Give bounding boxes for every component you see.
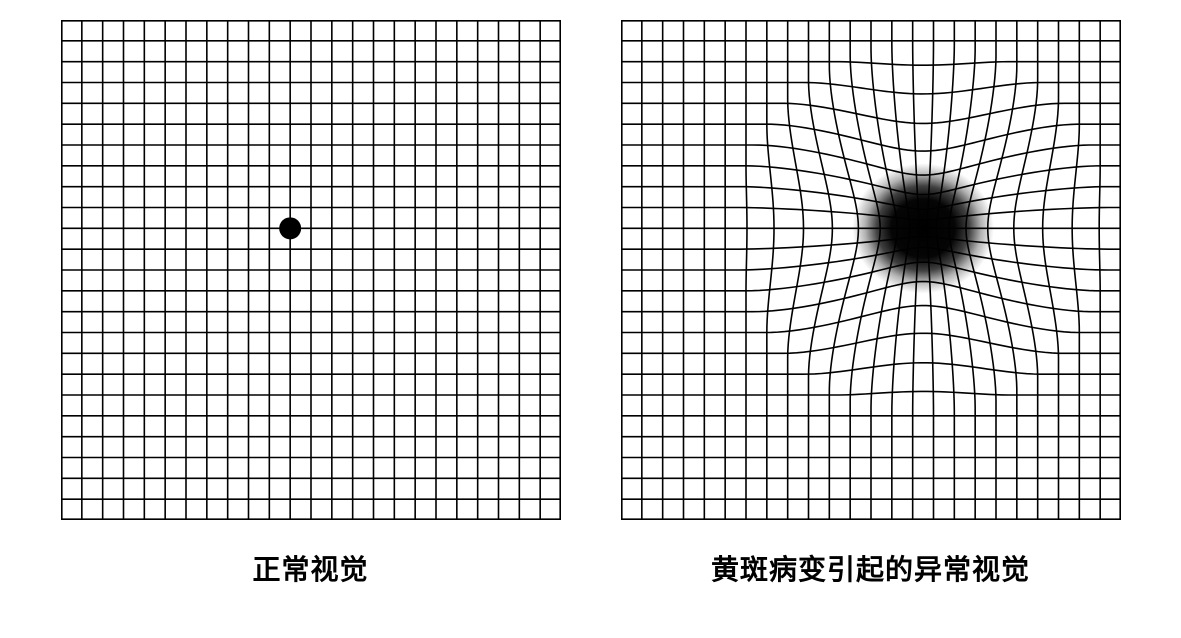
caption-normal: 正常视觉 xyxy=(252,548,368,588)
caption-abnormal: 黄斑病变引起的异常视觉 xyxy=(711,548,1030,588)
panel-normal: 正常视觉 xyxy=(61,20,561,588)
amsler-grid-normal xyxy=(61,20,561,520)
amsler-grid-abnormal xyxy=(621,20,1121,520)
figure-wrap: 正常视觉 黄斑病变引起的异常视觉 xyxy=(0,0,1181,588)
panel-abnormal: 黄斑病变引起的异常视觉 xyxy=(621,20,1121,588)
